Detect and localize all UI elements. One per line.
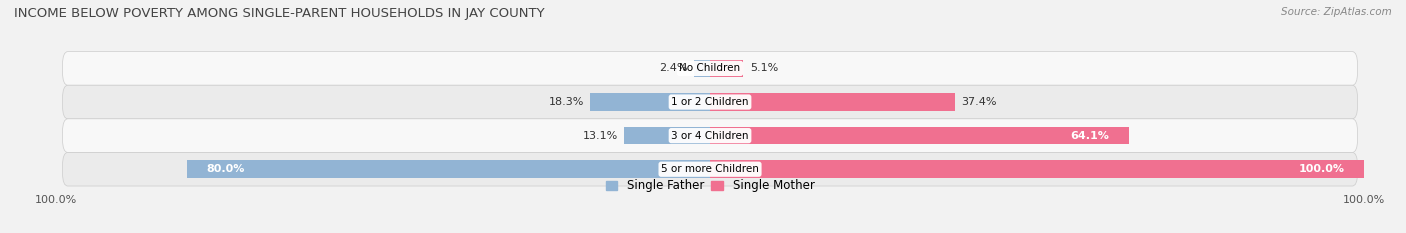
Text: 64.1%: 64.1%: [1070, 131, 1109, 141]
Text: 3 or 4 Children: 3 or 4 Children: [671, 131, 749, 141]
FancyBboxPatch shape: [62, 85, 1358, 119]
FancyBboxPatch shape: [62, 119, 1358, 152]
Text: 13.1%: 13.1%: [582, 131, 617, 141]
Bar: [591, 93, 710, 111]
Text: 5.1%: 5.1%: [749, 63, 778, 73]
Text: No Children: No Children: [679, 63, 741, 73]
Text: 2.4%: 2.4%: [659, 63, 688, 73]
Bar: [710, 60, 744, 77]
Bar: [710, 93, 955, 111]
Bar: [695, 60, 710, 77]
Text: 37.4%: 37.4%: [962, 97, 997, 107]
Bar: [710, 161, 1364, 178]
Text: INCOME BELOW POVERTY AMONG SINGLE-PARENT HOUSEHOLDS IN JAY COUNTY: INCOME BELOW POVERTY AMONG SINGLE-PARENT…: [14, 7, 544, 20]
FancyBboxPatch shape: [62, 52, 1358, 85]
Bar: [624, 127, 710, 144]
Text: 1 or 2 Children: 1 or 2 Children: [671, 97, 749, 107]
Legend: Single Father, Single Mother: Single Father, Single Mother: [606, 179, 814, 192]
FancyBboxPatch shape: [62, 152, 1358, 186]
Text: 80.0%: 80.0%: [207, 164, 245, 174]
Text: 100.0%: 100.0%: [1298, 164, 1344, 174]
Bar: [710, 127, 1129, 144]
Bar: [187, 161, 710, 178]
Text: 18.3%: 18.3%: [548, 97, 583, 107]
Text: Source: ZipAtlas.com: Source: ZipAtlas.com: [1281, 7, 1392, 17]
Text: 5 or more Children: 5 or more Children: [661, 164, 759, 174]
